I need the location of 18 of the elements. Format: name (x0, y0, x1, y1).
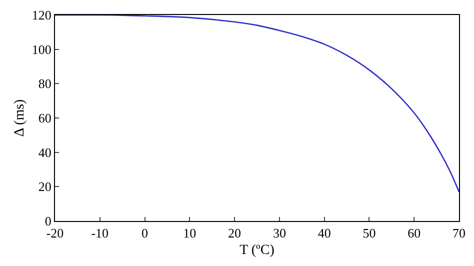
x-tick-label: 30 (272, 226, 286, 241)
x-axis-title: T (ºC) (240, 242, 275, 258)
y-tick-label: 100 (32, 42, 52, 57)
x-tick-label: 20 (228, 226, 242, 241)
y-tick-label: 80 (38, 76, 52, 92)
x-tick-label: 0 (142, 226, 148, 241)
line-series (55, 15, 459, 192)
y-tick-label: 120 (32, 8, 52, 23)
x-tick-label: 50 (362, 226, 376, 241)
y-tick-label: 40 (38, 144, 52, 160)
x-tick-label: 70 (452, 226, 466, 241)
x-tick-label: 10 (183, 226, 196, 241)
x-tick-label: -10 (91, 226, 109, 241)
y-tick-label: 60 (38, 110, 52, 126)
x-tick-label: 40 (318, 226, 331, 241)
y-tick-label: 20 (38, 179, 52, 194)
y-axis-title: Δ (ms) (12, 98, 28, 137)
x-tick-label: 60 (408, 226, 421, 241)
